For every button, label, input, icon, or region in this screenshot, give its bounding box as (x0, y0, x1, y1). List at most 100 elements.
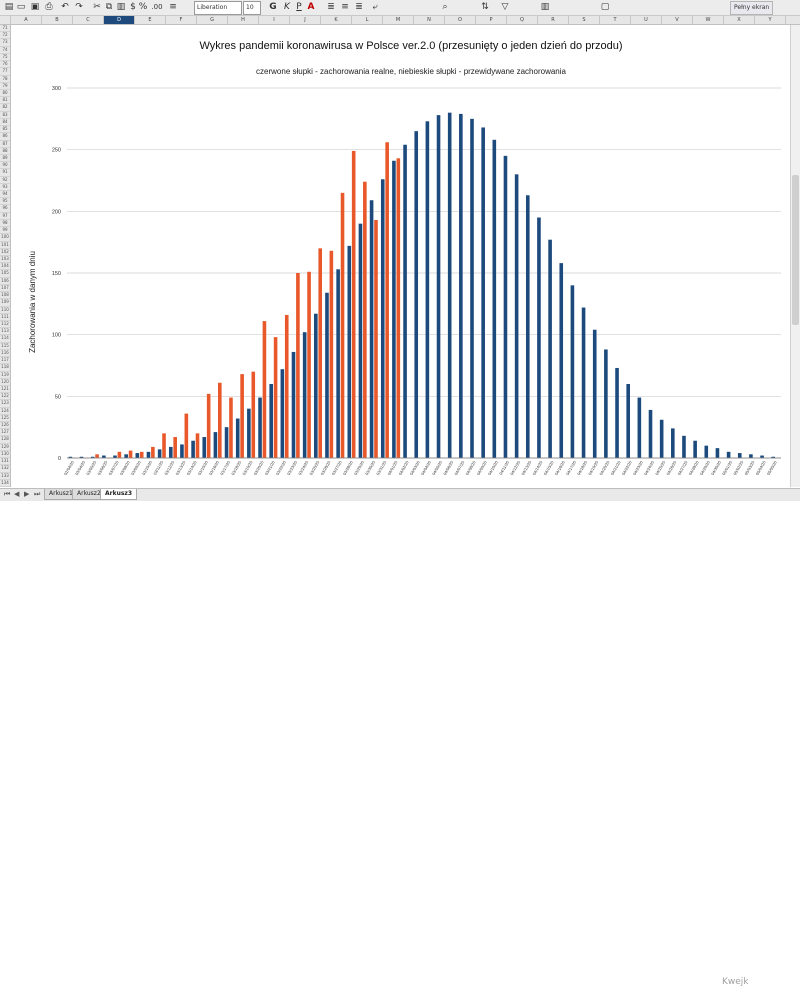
undo-icon[interactable]: ↶ (61, 2, 69, 12)
row-header-78[interactable]: 78 (0, 76, 10, 83)
currency-button[interactable]: $ (130, 2, 136, 12)
row-header-106[interactable]: 106 (0, 278, 10, 285)
decimal-button[interactable]: .00 (151, 3, 163, 11)
first-sheet-icon[interactable]: ⏮ (4, 490, 11, 498)
column-header-a[interactable]: A (11, 16, 42, 24)
next-sheet-icon[interactable]: ▶ (24, 490, 30, 498)
row-header-91[interactable]: 91 (0, 169, 10, 177)
row-header-104[interactable]: 104 (0, 263, 10, 271)
row-header-84[interactable]: 84 (0, 119, 10, 127)
align-right-icon[interactable]: ≣ (355, 2, 363, 12)
copy-icon[interactable]: ⧉ (105, 2, 113, 12)
row-header-127[interactable]: 127 (0, 429, 10, 437)
row-header-134[interactable]: 134 (0, 480, 10, 487)
column-header-y[interactable]: Y (755, 16, 786, 24)
row-header-76[interactable]: 76 (0, 61, 10, 69)
row-header-112[interactable]: 112 (0, 321, 10, 329)
column-header-x[interactable]: X (724, 16, 755, 24)
font-name-select[interactable]: Liberation Sans (194, 1, 242, 23)
row-header-130[interactable]: 130 (0, 451, 10, 459)
row-header-99[interactable]: 99 (0, 227, 10, 235)
cut-icon[interactable]: ✂ (93, 2, 101, 12)
vertical-scrollbar[interactable] (790, 25, 800, 487)
row-header-88[interactable]: 88 (0, 148, 10, 155)
scrollbar-thumb[interactable] (792, 175, 799, 325)
row-header-96[interactable]: 96 (0, 205, 10, 213)
insert-image-icon[interactable]: ▢ (600, 2, 610, 12)
last-sheet-icon[interactable]: ⏭ (34, 490, 41, 498)
row-header-129[interactable]: 129 (0, 444, 10, 451)
row-header-100[interactable]: 100 (0, 234, 10, 242)
row-header-133[interactable]: 133 (0, 473, 10, 480)
align-left-icon[interactable]: ≣ (327, 2, 335, 12)
column-header-t[interactable]: T (600, 16, 631, 24)
align-center-icon[interactable]: ≡ (341, 2, 349, 12)
format-icon[interactable]: ≡ (169, 2, 177, 12)
row-header-86[interactable]: 86 (0, 133, 10, 141)
row-header-124[interactable]: 124 (0, 408, 10, 415)
row-header-77[interactable]: 77 (0, 68, 10, 76)
column-header-m[interactable]: M (383, 16, 414, 24)
column-header-i[interactable]: I (259, 16, 290, 24)
sheet-tab-arkusz3[interactable]: Arkusz3 (100, 489, 138, 500)
column-header-l[interactable]: L (352, 16, 383, 24)
row-header-97[interactable]: 97 (0, 213, 10, 220)
chart-icon[interactable]: ▥ (540, 2, 550, 12)
row-header-117[interactable]: 117 (0, 357, 10, 365)
row-header-98[interactable]: 98 (0, 220, 10, 228)
row-header-103[interactable]: 103 (0, 256, 10, 264)
filter-icon[interactable]: ▽ (501, 2, 509, 12)
row-header-82[interactable]: 82 (0, 104, 10, 112)
paste-icon[interactable]: ▥ (116, 2, 126, 12)
row-header-80[interactable]: 80 (0, 90, 10, 98)
save-icon[interactable]: ▣ (30, 2, 40, 12)
column-header-e[interactable]: E (135, 16, 166, 24)
row-header-113[interactable]: 113 (0, 328, 10, 336)
row-header-125[interactable]: 125 (0, 415, 10, 423)
row-header-75[interactable]: 75 (0, 54, 10, 62)
row-header-126[interactable]: 126 (0, 422, 10, 430)
column-header-n[interactable]: N (414, 16, 445, 24)
row-header-94[interactable]: 94 (0, 191, 10, 199)
select-all-corner[interactable] (0, 16, 11, 24)
row-header-123[interactable]: 123 (0, 400, 10, 408)
row-header-92[interactable]: 92 (0, 177, 10, 184)
row-header-89[interactable]: 89 (0, 155, 10, 163)
row-header-85[interactable]: 85 (0, 126, 10, 134)
print-icon[interactable]: ⎙ (45, 2, 53, 12)
new-document-icon[interactable]: ▤ (4, 2, 14, 12)
font-color-icon[interactable]: A (307, 2, 315, 12)
row-header-72[interactable]: 72 (0, 32, 10, 40)
column-header-p[interactable]: P (476, 16, 507, 24)
column-header-h[interactable]: H (228, 16, 259, 24)
row-header-131[interactable]: 131 (0, 458, 10, 466)
row-header-109[interactable]: 109 (0, 299, 10, 307)
column-header-u[interactable]: U (631, 16, 662, 24)
italic-button[interactable]: K (284, 2, 290, 12)
row-header-71[interactable]: 71 (0, 25, 10, 33)
column-header-j[interactable]: J (290, 16, 321, 24)
row-header-102[interactable]: 102 (0, 249, 10, 256)
row-header-114[interactable]: 114 (0, 335, 10, 343)
row-header-79[interactable]: 79 (0, 83, 10, 90)
row-header-116[interactable]: 116 (0, 350, 10, 358)
row-header-101[interactable]: 101 (0, 242, 10, 249)
row-header-83[interactable]: 83 (0, 112, 10, 119)
row-header-111[interactable]: 111 (0, 314, 10, 321)
column-header-b[interactable]: B (42, 16, 73, 24)
row-header-119[interactable]: 119 (0, 372, 10, 379)
column-header-v[interactable]: V (662, 16, 693, 24)
row-header-74[interactable]: 74 (0, 47, 10, 54)
row-header-120[interactable]: 120 (0, 379, 10, 386)
column-header-k[interactable]: K (321, 16, 352, 24)
row-header-121[interactable]: 121 (0, 386, 10, 394)
column-header-s[interactable]: S (569, 16, 600, 24)
row-header-93[interactable]: 93 (0, 184, 10, 192)
row-header-110[interactable]: 110 (0, 307, 10, 314)
column-header-o[interactable]: O (445, 16, 476, 24)
row-header-107[interactable]: 107 (0, 285, 10, 293)
column-header-g[interactable]: G (197, 16, 228, 24)
row-header-128[interactable]: 128 (0, 436, 10, 444)
prev-sheet-icon[interactable]: ◀ (14, 490, 20, 498)
row-header-87[interactable]: 87 (0, 141, 10, 148)
